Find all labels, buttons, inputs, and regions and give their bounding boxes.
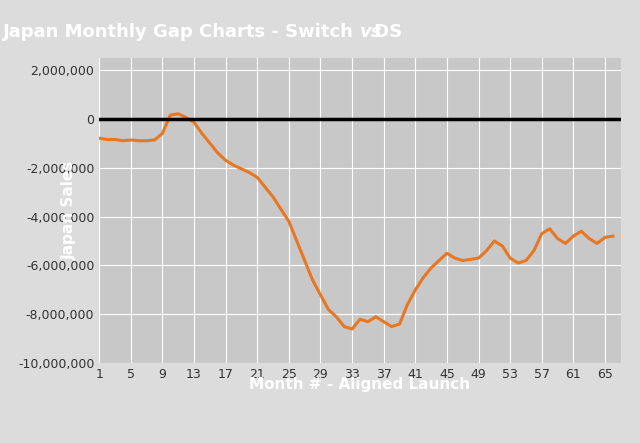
Text: DS: DS bbox=[369, 23, 403, 41]
Text: Japan Sales: Japan Sales bbox=[62, 161, 77, 260]
Text: Japan Monthly Gap Charts - Switch: Japan Monthly Gap Charts - Switch bbox=[3, 23, 360, 41]
Text: Month # - Aligned Launch: Month # - Aligned Launch bbox=[250, 377, 470, 392]
Text: vs: vs bbox=[360, 23, 383, 41]
